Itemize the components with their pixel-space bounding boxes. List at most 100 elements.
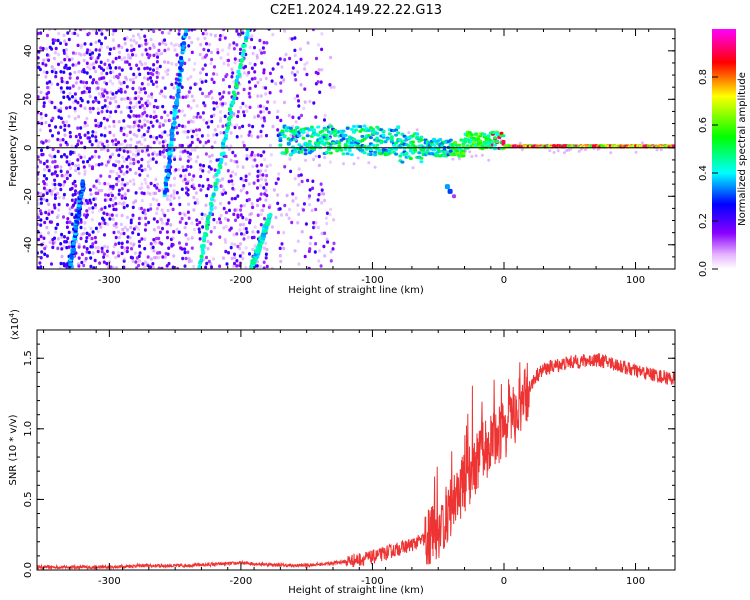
heatmap-cell bbox=[96, 140, 100, 145]
heatmap-cell bbox=[179, 56, 184, 60]
heatmap-cell bbox=[82, 90, 86, 94]
heatmap-cell bbox=[283, 58, 287, 62]
heatmap-cell bbox=[373, 150, 378, 154]
heatmap-cell bbox=[71, 95, 74, 99]
heatmap-cell bbox=[39, 218, 43, 222]
heatmap-cell bbox=[155, 136, 159, 140]
heatmap-cell bbox=[183, 247, 187, 251]
heatmap-cell bbox=[37, 266, 40, 269]
heatmap-cell bbox=[163, 119, 167, 123]
heatmap-cell bbox=[50, 155, 54, 159]
heatmap-cell bbox=[50, 192, 54, 196]
heatmap-cell bbox=[97, 189, 101, 193]
heatmap-cell bbox=[79, 80, 83, 84]
heatmap-cell bbox=[172, 43, 176, 48]
heatmap-cell bbox=[146, 191, 150, 195]
heatmap-cell bbox=[54, 170, 57, 174]
heatmap-cell bbox=[232, 47, 236, 51]
heatmap-cell bbox=[146, 184, 150, 189]
heatmap-cell bbox=[45, 96, 49, 100]
heatmap-cell bbox=[47, 90, 51, 95]
heatmap-cell bbox=[279, 89, 283, 93]
heatmap-cell bbox=[126, 235, 130, 239]
heatmap-cell bbox=[189, 143, 193, 147]
heatmap-cell bbox=[123, 192, 127, 196]
heatmap-cell bbox=[255, 164, 259, 168]
heatmap-cell bbox=[373, 165, 377, 169]
heatmap-cell bbox=[62, 90, 66, 94]
heatmap-cell bbox=[126, 188, 130, 193]
heatmap-cell bbox=[37, 213, 40, 217]
heatmap-cell bbox=[189, 157, 193, 161]
heatmap-cell bbox=[63, 133, 67, 137]
heatmap-cell bbox=[208, 211, 213, 216]
heatmap-cell bbox=[315, 56, 318, 61]
heatmap-cell bbox=[187, 172, 191, 177]
heatmap-cell bbox=[317, 68, 321, 72]
heatmap-cell bbox=[45, 191, 49, 195]
heatmap-cell bbox=[93, 258, 97, 263]
heatmap-cell bbox=[156, 55, 159, 59]
heatmap-cell bbox=[244, 227, 248, 231]
heatmap-cell bbox=[248, 252, 251, 256]
heatmap-cell bbox=[114, 207, 118, 212]
heatmap-cell bbox=[75, 219, 79, 224]
heatmap-cell bbox=[111, 198, 115, 203]
heatmap-cell bbox=[206, 94, 210, 98]
heatmap-cell bbox=[199, 258, 204, 263]
heatmap-cell bbox=[64, 42, 68, 46]
heatmap-cell bbox=[145, 261, 149, 266]
heatmap-cell bbox=[213, 65, 216, 69]
heatmap-cell bbox=[94, 226, 98, 231]
heatmap-cell bbox=[201, 56, 205, 60]
heatmap-cell bbox=[232, 212, 236, 217]
heatmap-cell bbox=[129, 66, 133, 71]
heatmap-cell bbox=[83, 106, 87, 110]
heatmap-cell bbox=[82, 245, 86, 249]
heatmap-cell bbox=[88, 52, 92, 57]
heatmap-cell bbox=[92, 29, 95, 32]
spectrogram-xlabel: Height of straight line (km) bbox=[288, 285, 424, 296]
heatmap-cell bbox=[311, 186, 315, 190]
heatmap-cell bbox=[265, 164, 269, 168]
heatmap-cell bbox=[236, 213, 240, 217]
heatmap-cell bbox=[411, 140, 415, 144]
heatmap-cell bbox=[62, 48, 66, 53]
heatmap-cell bbox=[250, 202, 254, 206]
heatmap-cell bbox=[128, 125, 132, 129]
heatmap-cell bbox=[394, 133, 399, 137]
heatmap-cell bbox=[310, 208, 314, 213]
heatmap-cell bbox=[201, 67, 205, 71]
heatmap-cell bbox=[221, 102, 225, 106]
heatmap-cell bbox=[222, 188, 226, 192]
heatmap-cell bbox=[169, 95, 173, 99]
heatmap-cell bbox=[256, 203, 259, 208]
heatmap-cell bbox=[92, 266, 96, 269]
heatmap-cell bbox=[89, 264, 93, 269]
heatmap-cell bbox=[60, 235, 64, 239]
heatmap-cell bbox=[122, 126, 126, 130]
heatmap-cell bbox=[233, 154, 237, 158]
heatmap-cell bbox=[250, 150, 254, 155]
heatmap-cell bbox=[288, 56, 292, 61]
heatmap-cell bbox=[309, 235, 313, 240]
heatmap-cell bbox=[65, 203, 69, 207]
heatmap-cell bbox=[186, 129, 190, 134]
heatmap-cell bbox=[114, 138, 118, 142]
heatmap-cell bbox=[165, 264, 169, 268]
heatmap-cell bbox=[470, 155, 474, 158]
heatmap-cell bbox=[579, 147, 583, 151]
heatmap-cell bbox=[62, 183, 65, 187]
heatmap-cell bbox=[131, 259, 135, 264]
heatmap-cell bbox=[85, 247, 89, 251]
heatmap-cell bbox=[59, 116, 63, 121]
heatmap-cell bbox=[213, 128, 217, 132]
heatmap-cell bbox=[152, 104, 156, 109]
heatmap-cell bbox=[189, 152, 192, 156]
heatmap-cell bbox=[125, 36, 129, 40]
heatmap-cell bbox=[68, 72, 72, 76]
heatmap-cell bbox=[297, 116, 301, 120]
heatmap-cell bbox=[50, 65, 54, 69]
heatmap-cell bbox=[168, 198, 172, 202]
heatmap-cell bbox=[259, 104, 262, 108]
